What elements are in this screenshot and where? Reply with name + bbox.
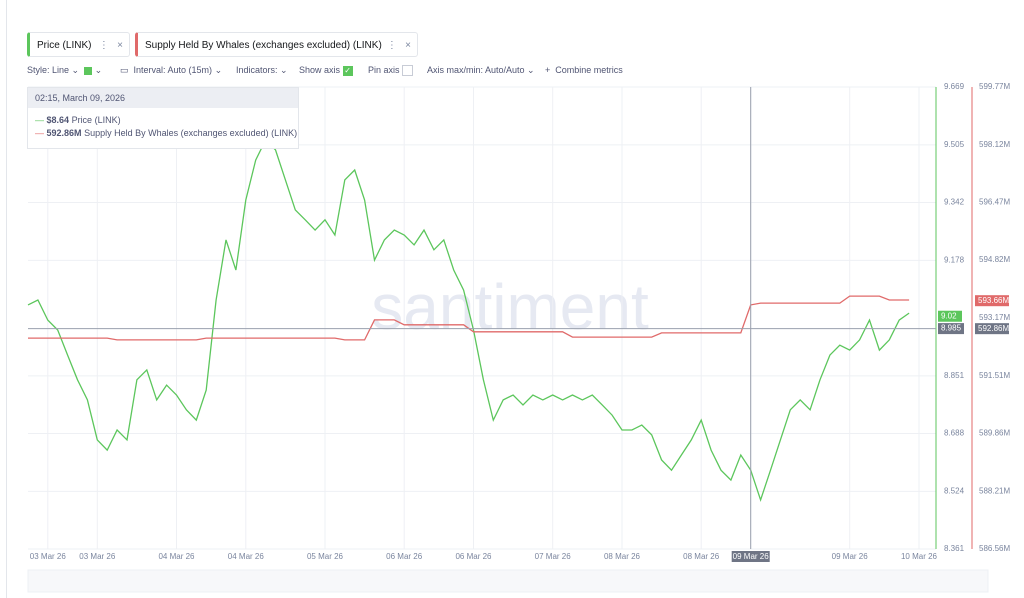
label: Show axis	[299, 65, 341, 75]
y-tick-label: 8.688	[944, 429, 965, 438]
style[interactable]: Style: Line ⌄ ⌄	[27, 65, 103, 75]
last-supply-bg	[975, 295, 1009, 307]
tooltip-name: Supply Held By Whales (exchanges exclude…	[84, 128, 298, 138]
crosshair-price-bg	[938, 323, 964, 335]
crosshair-supply-bg	[975, 323, 1009, 335]
x-tick-label: 05 Mar 26	[307, 552, 344, 561]
y-tick-label: 8.851	[944, 371, 965, 380]
y2-tick-label: 588.21M	[979, 486, 1010, 495]
y-tick-label: 9.342	[944, 198, 965, 207]
tab-label: Price (LINK)	[37, 40, 92, 51]
label: Interval: Auto (15m)	[133, 65, 213, 75]
x-tick-label: 08 Mar 26	[683, 552, 720, 561]
tooltip-name: Price (LINK)	[71, 115, 121, 125]
last-supply: 593.66M	[978, 296, 1009, 305]
label: Axis max/min: Auto/Auto	[427, 65, 525, 75]
crosshair-date-bg	[731, 551, 770, 562]
y2-tick-label: 591.51M	[979, 371, 1010, 380]
close[interactable]: ⋮ ×	[98, 40, 123, 51]
crosshair-supply: 592.86M	[978, 324, 1009, 333]
label: Indicators:	[236, 65, 278, 75]
tooltip-value: 592.86M	[46, 128, 82, 138]
pin-axis[interactable]: Pin axis	[368, 65, 414, 77]
axis-minmax[interactable]: Axis max/min: Auto/Auto ⌄	[427, 65, 535, 75]
y-tick-label: 8.361	[944, 544, 965, 553]
x-tick-label: 09 Mar 26	[832, 552, 869, 561]
y-tick-label: 9.669	[944, 82, 965, 91]
y2-tick-label: 594.82M	[979, 255, 1010, 264]
y2-tick-label: 589.86M	[979, 429, 1010, 438]
x-tick-label: 03 Mar 26	[30, 552, 67, 561]
y2-tick-label: 596.47M	[979, 198, 1010, 207]
last-price-bg	[938, 310, 962, 322]
indicators[interactable]: Indicators: ⌄	[236, 65, 288, 75]
close[interactable]: ⋮ ×	[386, 40, 411, 51]
tooltip-time: 02:15, March 09, 2026	[28, 88, 298, 108]
x-tick-label: 03 Mar 26	[79, 552, 116, 561]
y2-tick-label: 586.56M	[979, 544, 1010, 553]
x-tick-label: 06 Mar 26	[455, 552, 492, 561]
navigator	[27, 569, 989, 593]
x-tick-label: 07 Mar 26	[535, 552, 572, 561]
y-tick-label: 9.505	[944, 140, 965, 149]
show-axis[interactable]: Show axis ✓	[299, 65, 353, 76]
metric-tab[interactable]: Price (LINK) ⋮ ×	[27, 32, 130, 57]
y2-tick-label: 599.77M	[979, 82, 1010, 91]
y2-tick-label: 593.17M	[979, 313, 1010, 322]
label: Combine metrics	[555, 65, 623, 75]
last-price: 9.02	[941, 311, 957, 320]
tooltip-row: — $8.64 Price (LINK)	[35, 115, 121, 125]
crosshair-date: 09 Mar 26	[733, 552, 770, 561]
tooltip-value: $8.64	[46, 115, 70, 125]
crosshair-price: 8.985	[941, 324, 962, 333]
tooltip-row: — 592.86M Supply Held By Whales (exchang…	[35, 128, 298, 138]
x-tick-label: 04 Mar 26	[158, 552, 195, 561]
watermark: santiment	[371, 271, 649, 343]
label: Style: Line	[27, 65, 70, 75]
edge	[6, 0, 7, 598]
combine[interactable]: + Combine metrics	[545, 65, 623, 75]
series-line	[27, 138, 910, 502]
x-tick-label: 04 Mar 26	[228, 552, 265, 561]
label: Pin axis	[368, 65, 400, 75]
y-tick-label: 8.524	[944, 487, 965, 496]
metric-tab[interactable]: Supply Held By Whales (exchanges exclude…	[135, 32, 418, 57]
x-tick-label: 06 Mar 26	[386, 552, 423, 561]
y-tick-label: 9.178	[944, 256, 965, 265]
tooltip: 02:15, March 09, 2026 — $8.64 Price (LIN…	[27, 87, 299, 149]
interval[interactable]: ▭ Interval: Auto (15m) ⌄	[120, 65, 223, 75]
x-tick-label: 08 Mar 26	[604, 552, 641, 561]
x-tick-label: 10 Mar 26	[901, 552, 938, 561]
y2-tick-label: 598.12M	[979, 140, 1010, 149]
tab-label: Supply Held By Whales (exchanges exclude…	[145, 40, 382, 51]
